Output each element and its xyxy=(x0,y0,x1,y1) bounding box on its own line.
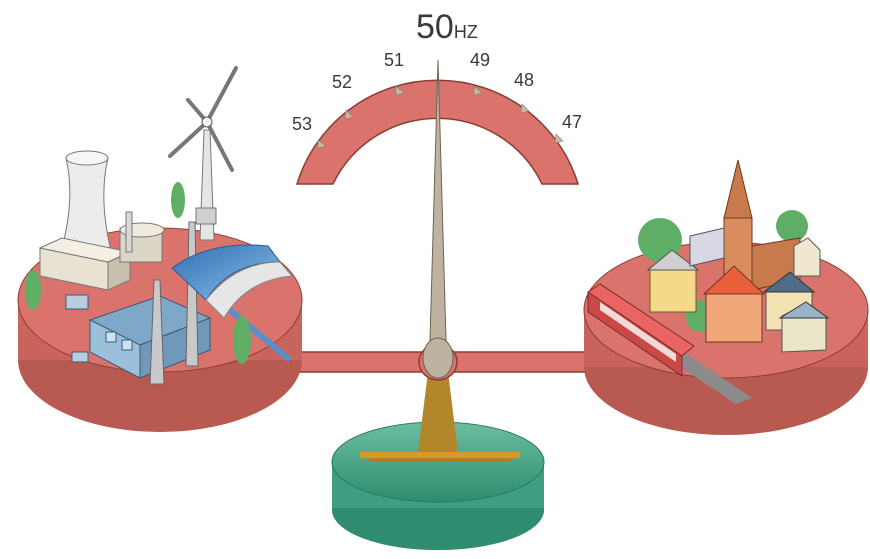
scale-post xyxy=(418,372,458,452)
gauge-main-value: 50HZ xyxy=(416,8,478,46)
cooling-tower-icon xyxy=(59,150,113,256)
generation-platform xyxy=(17,66,303,432)
gauge-main-unit: HZ xyxy=(454,22,478,42)
consumption-platform xyxy=(583,159,869,435)
tree-icon xyxy=(776,210,808,242)
chimney-icon xyxy=(149,279,165,385)
power-plant-buildings-icon xyxy=(38,211,165,291)
gauge-tick-label: 47 xyxy=(562,112,582,132)
gauge-tick-label: 52 xyxy=(332,72,352,92)
scale-base xyxy=(331,421,545,550)
gauge-tick-markers xyxy=(317,85,564,149)
gauge-main-number: 50 xyxy=(416,8,454,46)
gauge-tick-label: 53 xyxy=(292,114,312,134)
train-icon xyxy=(587,283,695,377)
frequency-gauge: 53 52 51 49 48 47 50HZ xyxy=(292,8,582,185)
tree-icon xyxy=(25,270,41,310)
tree-icon xyxy=(233,316,251,364)
gauge-tick-label: 49 xyxy=(470,50,490,70)
small-shed-icon xyxy=(71,351,89,363)
houses-icon xyxy=(646,227,830,353)
wind-turbine-icon xyxy=(168,66,238,241)
tree-icon xyxy=(171,182,185,218)
gauge-needle xyxy=(418,59,458,381)
gauge-tick-label: 51 xyxy=(384,50,404,70)
gauge-tick-label: 48 xyxy=(514,70,534,90)
